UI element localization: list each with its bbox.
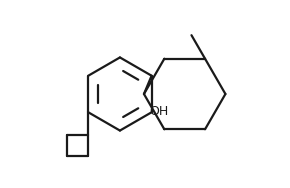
Text: OH: OH — [149, 105, 168, 118]
